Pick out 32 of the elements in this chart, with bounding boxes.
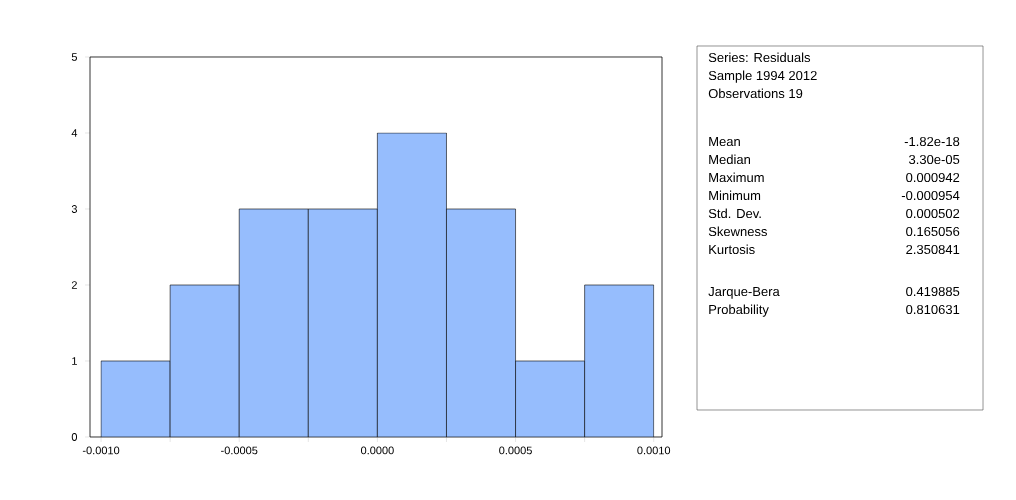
text: Skewness [708,226,767,237]
text: 3.30e-05 [909,154,960,165]
text: Sample 1994 2012 [708,70,817,83]
y-tick-label: 2 [71,281,77,289]
y-tick-label: 1 [72,357,77,365]
text: Mean [709,137,740,147]
text: Maximum [709,172,764,183]
text: Observations 19 [708,88,803,99]
text: -0.000954 [901,190,960,201]
text: 2.350841 [906,244,960,255]
x-tick-label: 0.0005 [499,446,532,455]
x-tick-label: -0.0005 [221,446,258,455]
text: Std. Dev. [708,208,761,219]
text: 0.000502 [906,208,960,219]
text: Kurtosis [709,244,755,255]
x-tick-label: -0.0010 [82,446,120,455]
y-tick-label: 4 [71,129,78,137]
y-tick-label: 3 [71,205,77,213]
x-tick-label: 0.0000 [360,446,394,455]
text: Jarque-Bera [708,287,780,299]
text: Minimum [709,190,761,201]
text: Probability [709,304,769,317]
text: 0.419885 [906,286,960,297]
text: 0.810631 [906,304,960,315]
text: -1.82e-18 [904,136,960,147]
text: 0.165056 [906,226,960,237]
text: 0.000942 [906,172,960,183]
y-tick-label: 5 [71,53,77,61]
x-tick-label: 0.0010 [637,446,671,455]
y-tick-label: 0 [71,433,78,441]
text: Series: Residuals [708,52,811,63]
text: Median [709,154,750,165]
